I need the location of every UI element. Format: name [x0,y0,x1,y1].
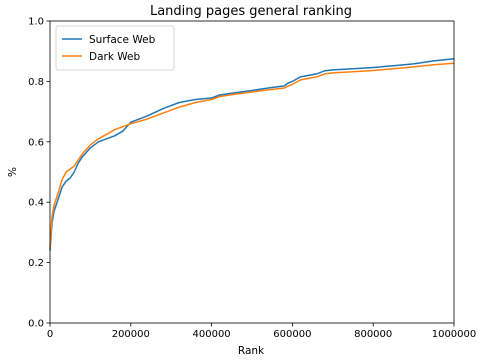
legend-label-2: Dark Web [89,51,140,63]
legend: Surface Web Dark Web [55,25,175,71]
legend-label-1: Surface Web [89,34,156,46]
y-axis-title: % [7,167,19,177]
series-line-1 [49,58,455,251]
plot-area [49,58,455,251]
y-tick-label: 0.6 [28,137,44,148]
x-tick-label: 400000 [193,329,231,340]
y-tick-label: 0.2 [28,258,44,269]
x-tick-label: 1000000 [432,329,477,340]
chart-title: Landing pages general ranking [150,4,352,19]
axes-frame [49,20,455,324]
series-line-2 [49,62,455,248]
x-tick-label: 600000 [273,329,311,340]
x-tick-label: 800000 [354,329,392,340]
x-axis-title: Rank [238,345,265,357]
axes: 0 200000 400000 600000 800000 1000000 0.0 0.2 0.… [28,17,476,341]
legend-box [55,25,175,71]
x-tick-label: 200000 [112,329,150,340]
x-tick-label: 0 [47,329,53,340]
y-tick-label: 0.4 [28,198,44,209]
y-tick-label: 0.0 [28,319,44,330]
y-tick-label: 0.8 [28,77,44,88]
y-tick-label: 1.0 [28,17,44,28]
